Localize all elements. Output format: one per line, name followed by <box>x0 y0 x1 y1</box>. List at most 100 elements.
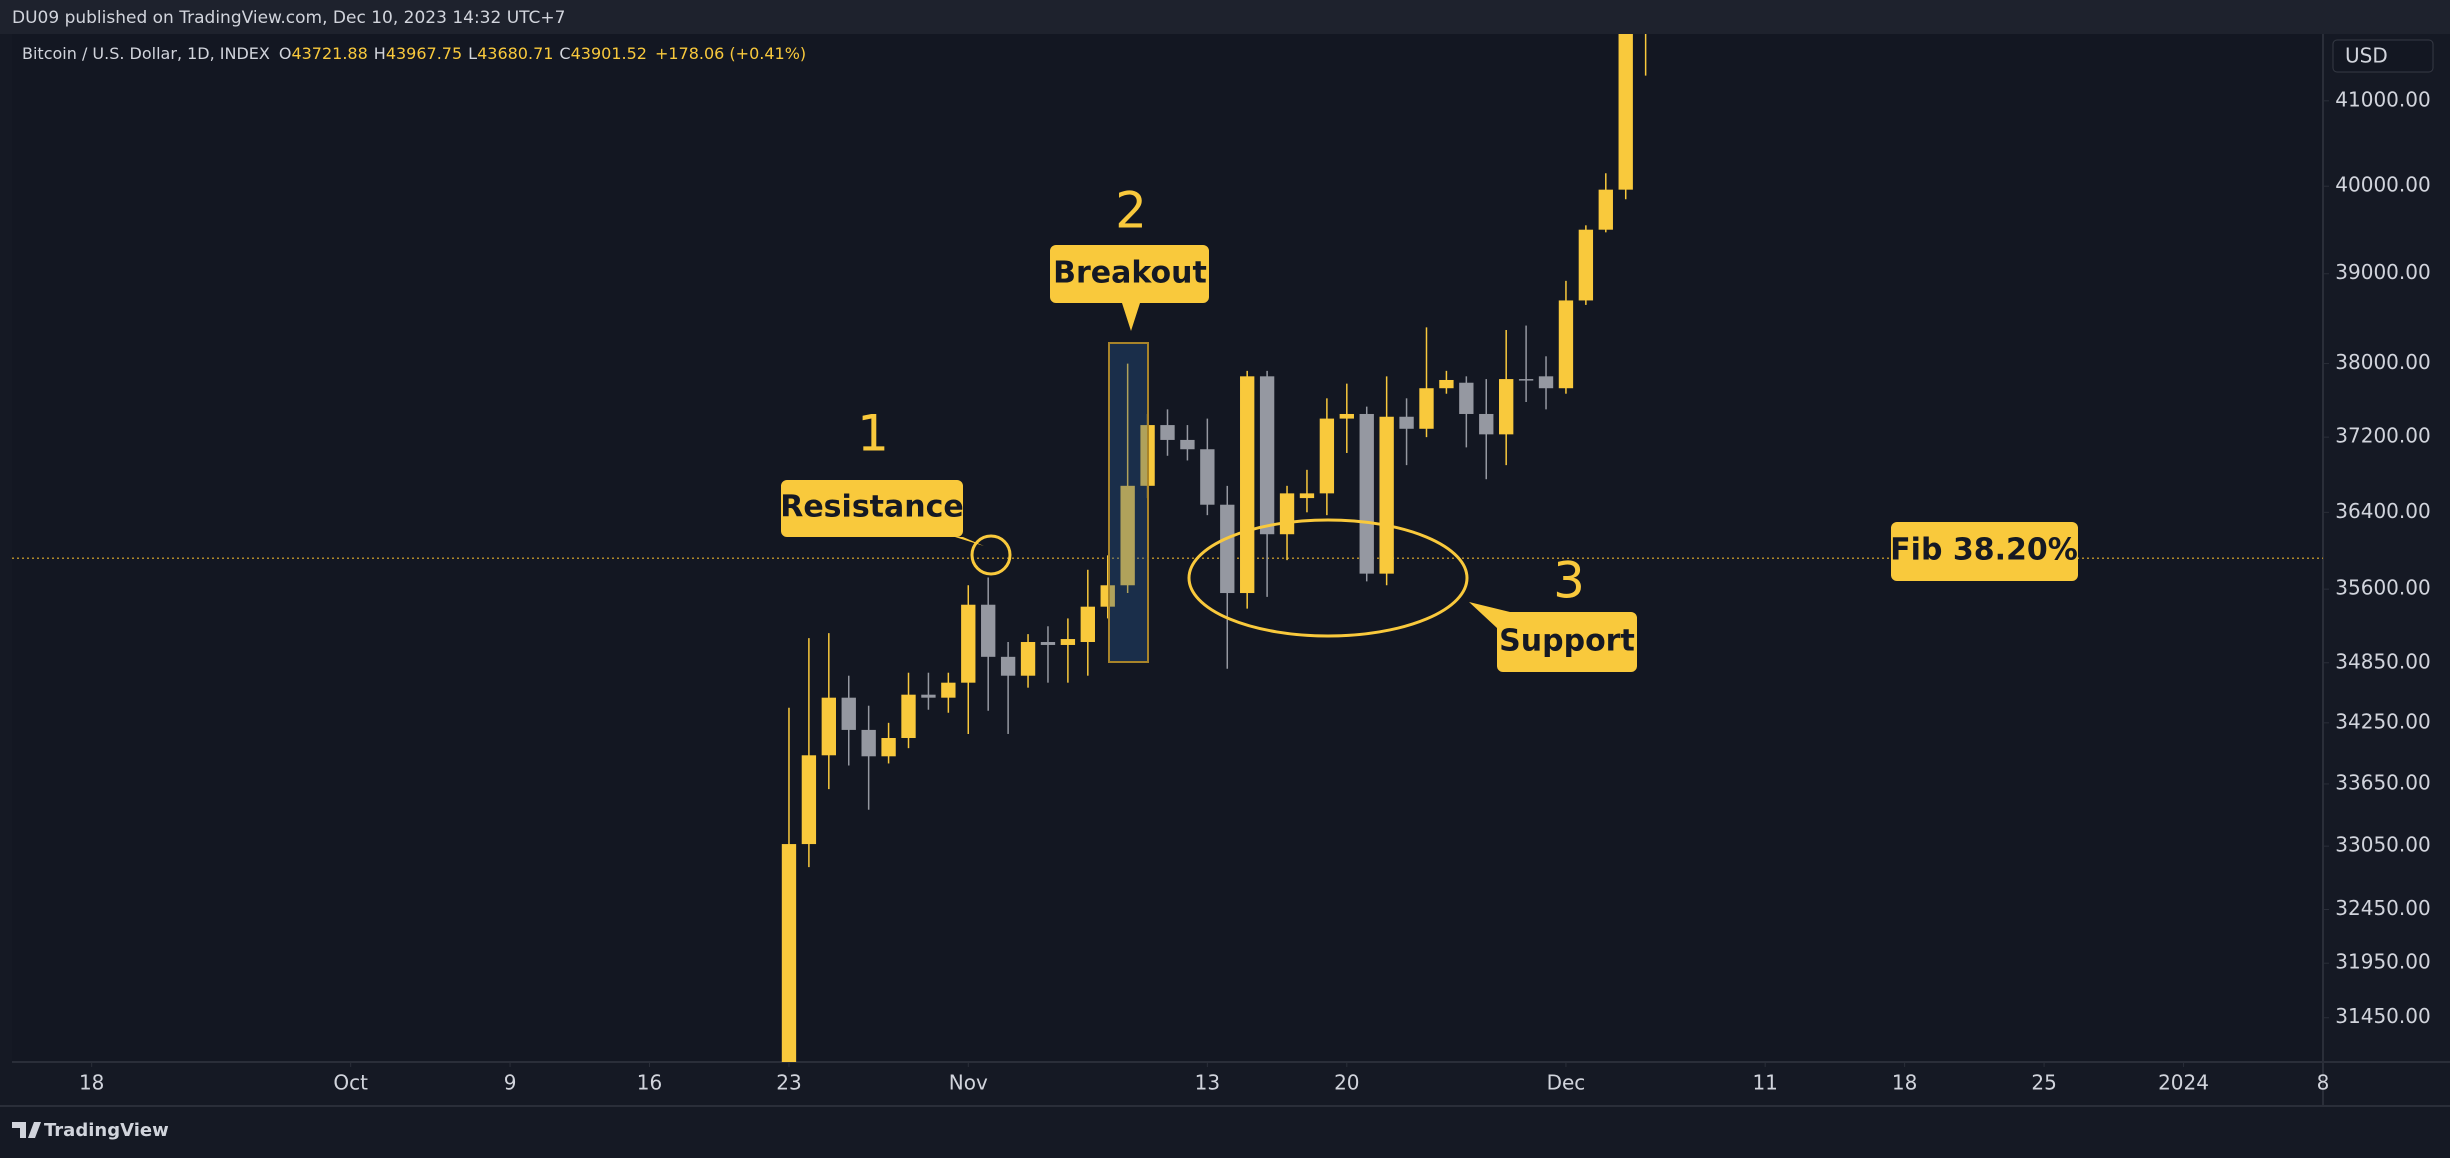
candle-body <box>1359 413 1374 574</box>
breakout-zone <box>1108 342 1149 663</box>
published: DU09 published on TradingView.com, Dec 1… <box>12 8 565 28</box>
annotation-number: 2 <box>1115 182 1147 240</box>
logo <box>12 1122 41 1138</box>
candle-body <box>1240 376 1255 594</box>
currency-box[interactable] <box>2332 39 2434 73</box>
brand: TradingView <box>44 1120 169 1141</box>
candle-body <box>1299 493 1315 499</box>
callout <box>1469 602 1637 672</box>
y-tick-label: 31950.00 <box>2335 950 2430 974</box>
candle-body <box>1419 388 1434 429</box>
candle-body <box>801 755 817 845</box>
candle-body <box>1160 425 1175 440</box>
y-tick-label: 37200.00 <box>2335 424 2430 448</box>
candle-body <box>781 844 797 1062</box>
candle-body <box>1618 34 1633 190</box>
symbol: Bitcoin / U.S. Dollar, 1D, INDEX <box>22 44 270 63</box>
symbol-line: Bitcoin / U.S. Dollar, 1D, INDEX O43721.8… <box>22 44 806 63</box>
y-tick-label: 35600.00 <box>2335 576 2430 600</box>
candle-body <box>1499 379 1514 435</box>
candle-body <box>841 697 856 730</box>
y-tick-label: 34850.00 <box>2335 649 2430 673</box>
fib-label: Fib 38.20% <box>1890 533 2078 568</box>
candle-body <box>1080 606 1095 643</box>
y-tick-label: 38000.00 <box>2335 350 2430 374</box>
candle-body <box>1060 639 1076 645</box>
candle-body <box>1379 416 1394 574</box>
x-tick-label: 11 <box>1752 1071 1777 1095</box>
candle-body <box>1479 413 1494 435</box>
candle-body <box>1459 382 1474 414</box>
currency: USD <box>2345 44 2388 68</box>
candle-body <box>821 697 836 756</box>
candle-body <box>961 604 976 683</box>
x-tick-label: 18 <box>79 1071 104 1095</box>
candle-body <box>981 604 996 657</box>
header-bar <box>0 0 2450 34</box>
callout <box>781 480 984 546</box>
candle-body <box>921 694 936 698</box>
y-tick-label: 40000.00 <box>2335 173 2430 197</box>
candle-body <box>861 729 876 757</box>
ohlc-key: C <box>559 44 570 63</box>
x-tick-label: Oct <box>333 1071 368 1095</box>
resistance-circle <box>970 534 1012 576</box>
candle-body <box>1220 504 1235 594</box>
candle-body <box>881 738 896 757</box>
candle-body <box>1180 439 1195 450</box>
candle-body <box>1120 485 1135 586</box>
candle-body <box>1279 493 1295 535</box>
candle-body <box>1558 300 1574 389</box>
x-tick-label: Nov <box>949 1071 988 1095</box>
x-tick-label: 20 <box>1334 1071 1359 1095</box>
fib-box <box>1891 522 2078 581</box>
ohlc-key: H <box>374 44 386 63</box>
y-tick-label: 34250.00 <box>2335 709 2430 733</box>
y-tick-label: 32450.00 <box>2335 896 2430 920</box>
candle-body <box>1319 418 1335 494</box>
x-tick-label: 8 <box>2317 1071 2330 1095</box>
ohlc-key: O <box>279 44 292 63</box>
x-tick-label: 9 <box>504 1071 517 1095</box>
x-tick-label: 16 <box>637 1071 662 1095</box>
x-tick-label: 13 <box>1195 1071 1220 1095</box>
y-tick-label: 41000.00 <box>2335 87 2430 111</box>
candle-body <box>1259 376 1275 535</box>
candle-body <box>1399 416 1414 429</box>
y-tick-label: 36400.00 <box>2335 499 2430 523</box>
candle-body <box>1020 642 1036 676</box>
ohlc-key: L <box>468 44 477 63</box>
candle-body <box>1200 449 1215 505</box>
x-tick-label: 18 <box>1892 1071 1917 1095</box>
annotation-label: Resistance <box>780 490 964 525</box>
candle-body <box>1598 189 1613 230</box>
annotation-number: 3 <box>1553 552 1585 610</box>
x-tick-label: Dec <box>1547 1071 1586 1095</box>
candle-body <box>941 682 956 698</box>
candle-body <box>1578 229 1594 301</box>
candle-body <box>901 694 916 739</box>
ohlc-value: 43967.75 <box>386 44 462 63</box>
x-tick-label: 2024 <box>2158 1071 2209 1095</box>
y-tick-label: 33050.00 <box>2335 833 2430 857</box>
x-tick-label: 23 <box>776 1071 801 1095</box>
candle-body <box>1100 585 1115 607</box>
ohlc-value: 43901.52 <box>571 44 647 63</box>
support-ellipse <box>1187 518 1469 638</box>
candle-body <box>1339 413 1354 419</box>
y-tick-label: 33650.00 <box>2335 770 2430 794</box>
ohlc-value: 43721.88 <box>291 44 367 63</box>
annotation-number: 1 <box>857 405 889 463</box>
ohlc-value: 43680.71 <box>477 44 553 63</box>
candle-body <box>1439 379 1454 389</box>
candle-body <box>1000 656 1016 676</box>
y-tick-label: 39000.00 <box>2335 260 2430 284</box>
candle-body <box>1538 376 1554 389</box>
x-tick-label: 25 <box>2031 1071 2056 1095</box>
candle-body <box>1040 642 1056 645</box>
callout <box>1050 245 1209 331</box>
annotation-label: Support <box>1499 624 1635 659</box>
ohlc-change: +178.06 (+0.41%) <box>655 44 806 63</box>
